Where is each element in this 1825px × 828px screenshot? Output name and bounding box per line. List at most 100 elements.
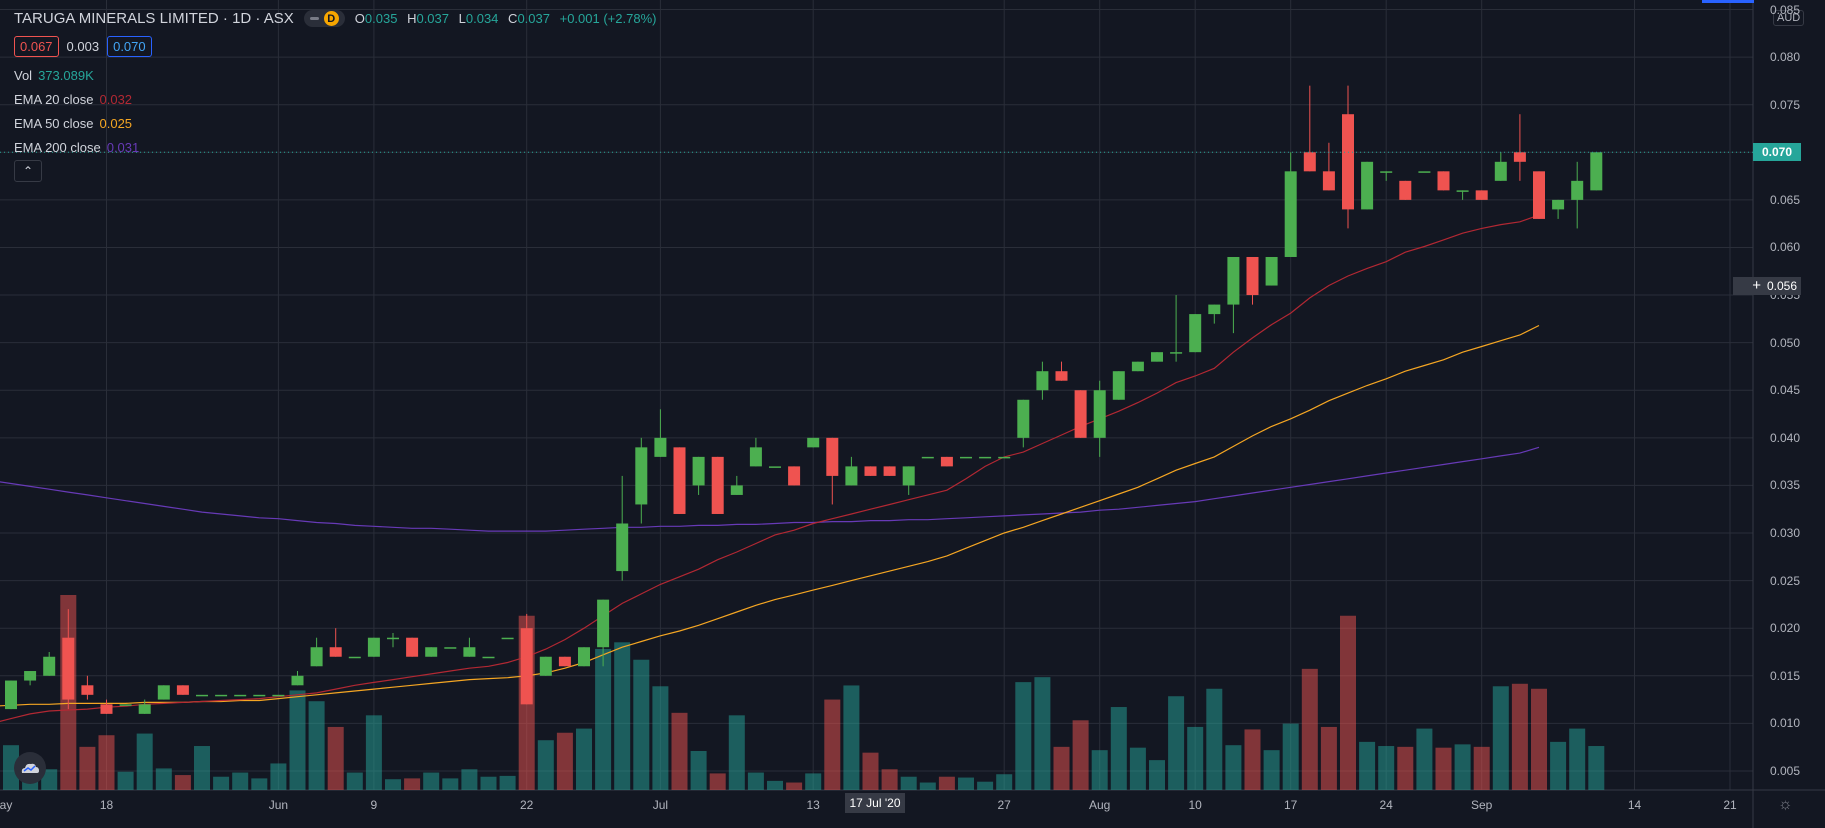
- high-label: H: [407, 11, 417, 26]
- volume-bar: [1454, 744, 1471, 790]
- quote-boxes: 0.067 0.003 0.070: [14, 36, 152, 57]
- volume-bar: [365, 715, 382, 790]
- plus-icon[interactable]: +: [1752, 277, 1761, 295]
- volume-bar: [1282, 723, 1299, 790]
- volume-bar: [442, 778, 459, 790]
- price-tick-label: 0.010: [1770, 716, 1801, 731]
- candle-body: [1093, 390, 1106, 438]
- candle-body: [845, 466, 858, 486]
- volume-bar: [595, 648, 612, 790]
- volume-bar: [98, 735, 115, 790]
- volume-bar: [1340, 615, 1356, 790]
- price-tick-label: 0.020: [1770, 621, 1801, 636]
- ema50-line: [0, 324, 1540, 707]
- collapse-legend-button[interactable]: ⌃: [14, 160, 42, 182]
- candle-body: [902, 466, 915, 486]
- volume-bar: [404, 778, 421, 790]
- price-tick-label: 0.030: [1770, 526, 1801, 540]
- candle-body: [119, 704, 132, 706]
- candle-body: [1151, 352, 1163, 362]
- candle-body: [62, 637, 75, 700]
- candle-body: [769, 466, 781, 468]
- volume-bar: [174, 775, 191, 790]
- volume-bar: [79, 746, 96, 790]
- volume-bar: [862, 752, 879, 790]
- low-value: 0.034: [465, 11, 499, 26]
- legend-ema200[interactable]: EMA 200 close 0.031: [14, 140, 139, 155]
- market-status-pill[interactable]: D: [303, 10, 345, 27]
- volume-bar: [556, 732, 573, 790]
- volume-bar: [308, 701, 325, 790]
- candle-body: [24, 671, 37, 681]
- buy-price-box[interactable]: 0.070: [107, 36, 152, 57]
- volume-bar: [289, 690, 306, 790]
- candle-body: [807, 437, 820, 448]
- volume-bar: [1034, 677, 1051, 790]
- time-tick-label: 13: [806, 798, 820, 812]
- volume-value: 373.089K: [38, 68, 94, 83]
- volume-bar: [251, 778, 268, 790]
- candle-body: [1571, 180, 1584, 200]
- volume-bar: [881, 769, 898, 790]
- time-tick-label: 17: [1284, 798, 1298, 812]
- candle-body: [406, 637, 419, 657]
- low-label: L: [458, 11, 466, 26]
- close-label: C: [508, 11, 518, 26]
- candle-body: [673, 447, 686, 514]
- volume-bar: [1263, 750, 1280, 790]
- candle-body: [1533, 171, 1545, 219]
- volume-bar: [1149, 760, 1165, 790]
- volume-bar: [1531, 688, 1547, 790]
- candle-body: [1189, 314, 1202, 353]
- time-tick-label: 24: [1379, 798, 1393, 812]
- cloud-icon: [21, 763, 39, 773]
- volume-bar: [3, 745, 19, 790]
- volume-bar: [614, 642, 631, 790]
- candle-body: [654, 437, 667, 457]
- currency-label[interactable]: AUD: [1773, 10, 1805, 26]
- candle-body: [81, 685, 94, 695]
- volume-bar: [652, 686, 669, 790]
- crosshair-price-tag[interactable]: + 0.056: [1733, 276, 1801, 295]
- close-value: 0.037: [517, 11, 550, 26]
- candle-body: [616, 523, 629, 572]
- legend-ema50[interactable]: EMA 50 close 0.025: [14, 116, 132, 131]
- legend-volume[interactable]: Vol 373.089K: [14, 68, 94, 83]
- price-tick-label: 0.060: [1770, 240, 1801, 255]
- candle-body: [711, 456, 724, 514]
- symbol-title[interactable]: TARUGA MINERALS LIMITED · 1D · ASX: [14, 10, 294, 27]
- delayed-data-badge: D: [323, 11, 339, 26]
- chevron-up-icon: ⌃: [22, 164, 34, 178]
- ema50-value: 0.025: [99, 116, 133, 131]
- sell-price-box[interactable]: 0.067: [14, 36, 59, 57]
- volume-bar: [385, 779, 401, 790]
- candle-body: [1074, 390, 1087, 438]
- volume-bar: [1091, 750, 1108, 790]
- tradingview-logo-icon[interactable]: [14, 752, 46, 784]
- ema20-line: [0, 214, 1540, 722]
- volume-bar: [480, 776, 497, 790]
- candle-body: [176, 685, 189, 695]
- volume-bar: [1053, 746, 1070, 790]
- candle-body: [1036, 371, 1049, 391]
- candle-body: [348, 656, 361, 659]
- candle-body: [940, 456, 953, 467]
- legend-ema20[interactable]: EMA 20 close 0.032: [14, 92, 132, 107]
- volume-bar: [1320, 726, 1337, 790]
- volume-bar: [1129, 747, 1146, 790]
- candle-body: [921, 456, 934, 459]
- time-tick-label: Sep: [1471, 798, 1493, 812]
- volume-bar: [1569, 728, 1586, 790]
- candle-body: [883, 466, 896, 476]
- dash-icon: [309, 17, 319, 20]
- candle-body: [558, 656, 571, 667]
- volume-bar: [958, 777, 974, 790]
- candle-body: [43, 656, 56, 676]
- time-tick-label: ay: [0, 798, 13, 812]
- volume-bar: [1110, 707, 1127, 790]
- gear-icon[interactable]: ☼: [1778, 796, 1793, 813]
- volume-bar: [537, 740, 554, 790]
- candle-body: [272, 694, 285, 697]
- candle-body: [1284, 171, 1297, 257]
